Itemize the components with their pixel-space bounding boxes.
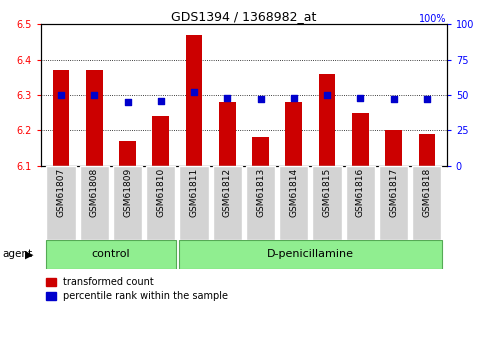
Bar: [352, 112, 369, 166]
Bar: [219, 102, 236, 166]
Point: [323, 92, 331, 98]
Text: GSM61811: GSM61811: [189, 168, 199, 217]
Point: [390, 96, 398, 102]
Bar: [153, 116, 169, 166]
Text: GSM61817: GSM61817: [389, 168, 398, 217]
Bar: [319, 73, 335, 166]
Point: [256, 96, 264, 102]
Text: GSM61808: GSM61808: [90, 168, 99, 217]
Point: [157, 98, 165, 103]
Bar: [86, 70, 102, 166]
Text: GSM61818: GSM61818: [422, 168, 431, 217]
Text: agent: agent: [2, 249, 32, 259]
Text: GSM61812: GSM61812: [223, 168, 232, 217]
FancyBboxPatch shape: [113, 166, 142, 240]
FancyBboxPatch shape: [412, 166, 441, 240]
Point: [423, 96, 431, 102]
Point: [190, 89, 198, 95]
Legend: transformed count, percentile rank within the sample: transformed count, percentile rank withi…: [46, 277, 228, 301]
Bar: [252, 137, 269, 166]
FancyBboxPatch shape: [179, 166, 209, 240]
FancyBboxPatch shape: [313, 166, 341, 240]
Text: GSM61815: GSM61815: [323, 168, 331, 217]
FancyBboxPatch shape: [346, 166, 375, 240]
Title: GDS1394 / 1368982_at: GDS1394 / 1368982_at: [171, 10, 316, 23]
FancyBboxPatch shape: [179, 240, 442, 268]
FancyBboxPatch shape: [379, 166, 408, 240]
Text: GSM61816: GSM61816: [356, 168, 365, 217]
FancyBboxPatch shape: [46, 166, 76, 240]
Text: GSM61810: GSM61810: [156, 168, 165, 217]
Bar: [186, 35, 202, 166]
Point: [124, 99, 131, 105]
FancyBboxPatch shape: [213, 166, 242, 240]
Text: GSM61807: GSM61807: [57, 168, 66, 217]
Bar: [53, 70, 70, 166]
Text: control: control: [92, 249, 130, 259]
Text: ▶: ▶: [25, 249, 34, 259]
FancyBboxPatch shape: [80, 166, 109, 240]
FancyBboxPatch shape: [46, 240, 176, 268]
Point: [90, 92, 98, 98]
FancyBboxPatch shape: [146, 166, 175, 240]
Point: [224, 95, 231, 100]
Bar: [285, 102, 302, 166]
Text: GSM61814: GSM61814: [289, 168, 298, 217]
FancyBboxPatch shape: [246, 166, 275, 240]
Bar: [385, 130, 402, 166]
Point: [57, 92, 65, 98]
Bar: [119, 141, 136, 166]
Point: [290, 95, 298, 100]
Point: [356, 95, 364, 100]
Text: GSM61809: GSM61809: [123, 168, 132, 217]
Bar: [418, 134, 435, 166]
Text: GSM61813: GSM61813: [256, 168, 265, 217]
Text: 100%: 100%: [419, 14, 447, 24]
Text: D-penicillamine: D-penicillamine: [267, 249, 354, 259]
FancyBboxPatch shape: [279, 166, 309, 240]
